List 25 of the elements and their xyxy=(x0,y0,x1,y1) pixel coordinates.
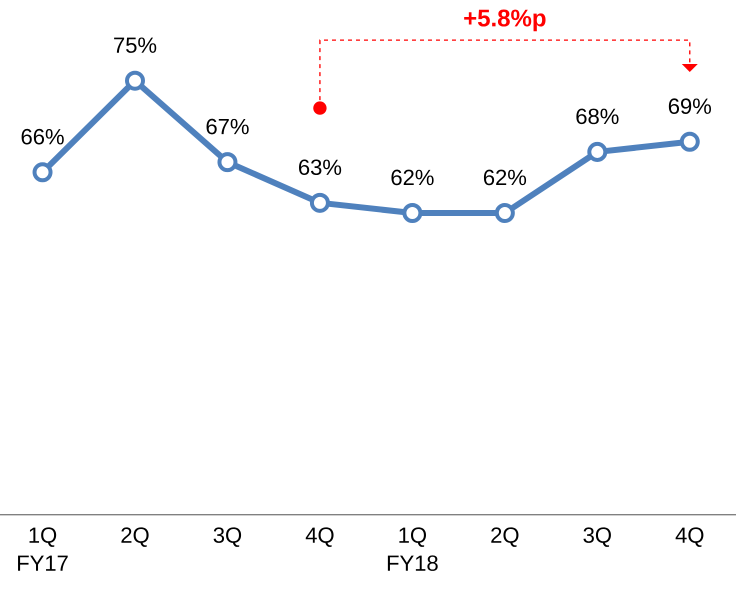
data-label: 69% xyxy=(668,98,711,114)
text: +5.8%p xyxy=(464,10,546,32)
data-label: 62% xyxy=(484,170,526,186)
point xyxy=(587,142,608,162)
x-tick-label: 4Q xyxy=(306,527,334,547)
data-label: 66% xyxy=(22,128,64,145)
data-label: 62% xyxy=(391,170,434,186)
point xyxy=(680,132,700,152)
data-label: 68% xyxy=(576,108,619,124)
point xyxy=(402,203,422,223)
data-label: 63% xyxy=(299,159,342,176)
x-tick-label: 2Q xyxy=(121,527,149,547)
point xyxy=(310,192,330,213)
point xyxy=(125,70,145,91)
point xyxy=(494,203,515,223)
x-tick-label: 1Q FY18 xyxy=(388,527,438,571)
data-label: 75% xyxy=(114,37,156,53)
point xyxy=(217,152,238,172)
x-tick-label: 3Q xyxy=(214,527,242,547)
x-tick-label: 3Q xyxy=(583,527,611,547)
point xyxy=(32,162,53,182)
data-label: 67% xyxy=(206,118,249,134)
x-tick-label: 1Q FY17 xyxy=(18,527,68,571)
x-tick-label: 4Q xyxy=(676,527,704,547)
x-tick-label: 2Q xyxy=(491,527,518,547)
